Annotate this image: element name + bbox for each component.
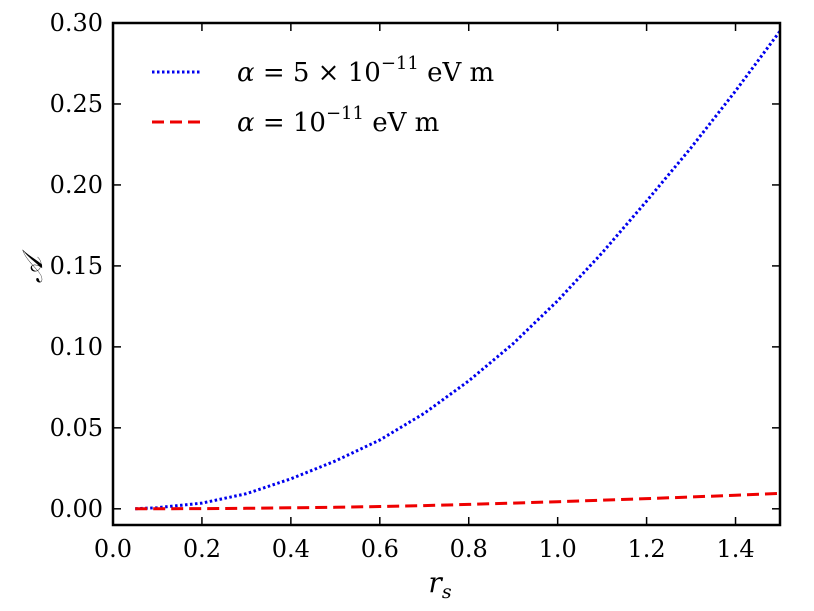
legend-exp: −11 bbox=[326, 103, 364, 124]
series-line-2 bbox=[135, 491, 781, 511]
y-tick-label: 0.20 bbox=[50, 171, 103, 199]
plot-frame bbox=[111, 21, 782, 527]
x-axis-label: rs bbox=[428, 566, 451, 603]
legend-var: α bbox=[237, 58, 255, 88]
x-tick-label: 1.4 bbox=[716, 535, 754, 563]
legend-exp: −11 bbox=[381, 53, 419, 74]
x-axis-label-sub: s bbox=[442, 581, 452, 603]
series-layer bbox=[135, 30, 782, 511]
x-tick-label: 0.8 bbox=[450, 535, 488, 563]
legend-var: α bbox=[237, 108, 255, 138]
y-tick-label: 0.00 bbox=[50, 495, 103, 523]
legend-unit: eV m bbox=[419, 58, 494, 88]
legend: α = 5 × 10−11 eV mα = 10−11 eV m bbox=[152, 53, 494, 138]
y-tick-label: 0.25 bbox=[50, 90, 103, 118]
ticks-layer: 0.0 0.2 0.4 0.6 0.8 1.0 1.2 1.4 0.00 0.05 0.10 0.15… bbox=[50, 9, 780, 563]
legend-label-2: α = 10−11 eV m bbox=[237, 103, 439, 138]
legend-unit: eV m bbox=[364, 108, 439, 138]
y-tick-label: 0.15 bbox=[50, 252, 103, 280]
y-tick-label: 0.10 bbox=[50, 333, 103, 361]
x-tick-label: 0.2 bbox=[183, 535, 221, 563]
x-tick-label: 0.6 bbox=[361, 535, 399, 563]
x-tick-label: 1.2 bbox=[628, 535, 666, 563]
legend-eq: = 10 bbox=[255, 108, 326, 138]
y-tick-label: 0.30 bbox=[50, 9, 103, 37]
x-tick-label: 0.4 bbox=[272, 535, 310, 563]
y-tick-label: 0.05 bbox=[50, 414, 103, 442]
series-line-1 bbox=[135, 30, 782, 511]
x-axis-label-main: r bbox=[428, 566, 443, 599]
x-tick-label: 1.0 bbox=[539, 535, 577, 563]
x-tick-label: 0.0 bbox=[94, 535, 132, 563]
legend-label-1: α = 5 × 10−11 eV m bbox=[237, 53, 494, 88]
legend-eq: = 5 × 10 bbox=[255, 58, 381, 88]
